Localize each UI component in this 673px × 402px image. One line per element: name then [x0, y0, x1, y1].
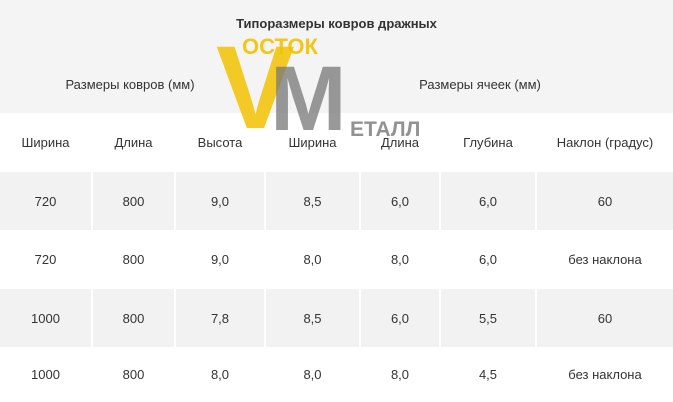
table-cell: 6,0	[441, 230, 537, 289]
table-cell: 800	[93, 172, 176, 230]
table-cell: 8,0	[266, 347, 361, 402]
table-cell: 9,0	[176, 230, 266, 289]
column-header: Длина	[361, 113, 441, 172]
table-cell: без наклона	[537, 347, 673, 402]
table-cell: 6,0	[441, 172, 537, 230]
table-cell: 6,0	[361, 289, 441, 347]
column-header: Длина	[93, 113, 176, 172]
column-header: Наклон (градус)	[537, 113, 673, 172]
table-cell: 4,5	[441, 347, 537, 402]
table-cell: без наклона	[537, 230, 673, 289]
table-cell: 9,0	[176, 172, 266, 230]
table-cell: 800	[93, 289, 176, 347]
table-cell: 1000	[0, 347, 93, 402]
table-cell: 8,0	[361, 347, 441, 402]
table-cell: 8,5	[266, 172, 361, 230]
column-header: Ширина	[266, 113, 361, 172]
column-header: Глубина	[441, 113, 537, 172]
group-header: Размеры ковров (мм)	[65, 77, 195, 92]
column-header: Ширина	[0, 113, 93, 172]
table-cell: 6,0	[361, 172, 441, 230]
table-cell: 7,8	[176, 289, 266, 347]
table-cell: 60	[537, 289, 673, 347]
table-cell: 8,5	[266, 289, 361, 347]
table-cell: 720	[0, 230, 93, 289]
column-header: Высота	[176, 113, 266, 172]
table-cell: 8,0	[266, 230, 361, 289]
table-cell: 800	[93, 347, 176, 402]
table-cell: 720	[0, 172, 93, 230]
table-cell: 5,5	[441, 289, 537, 347]
table-cell: 8,0	[361, 230, 441, 289]
table-cell: 800	[93, 230, 176, 289]
title: Типоразмеры ковров дражных	[236, 16, 437, 31]
table-cell: 8,0	[176, 347, 266, 402]
table-cell: 1000	[0, 289, 93, 347]
group-header: Размеры ячеек (мм)	[419, 77, 541, 92]
header-band	[0, 0, 673, 113]
table-cell: 60	[537, 172, 673, 230]
